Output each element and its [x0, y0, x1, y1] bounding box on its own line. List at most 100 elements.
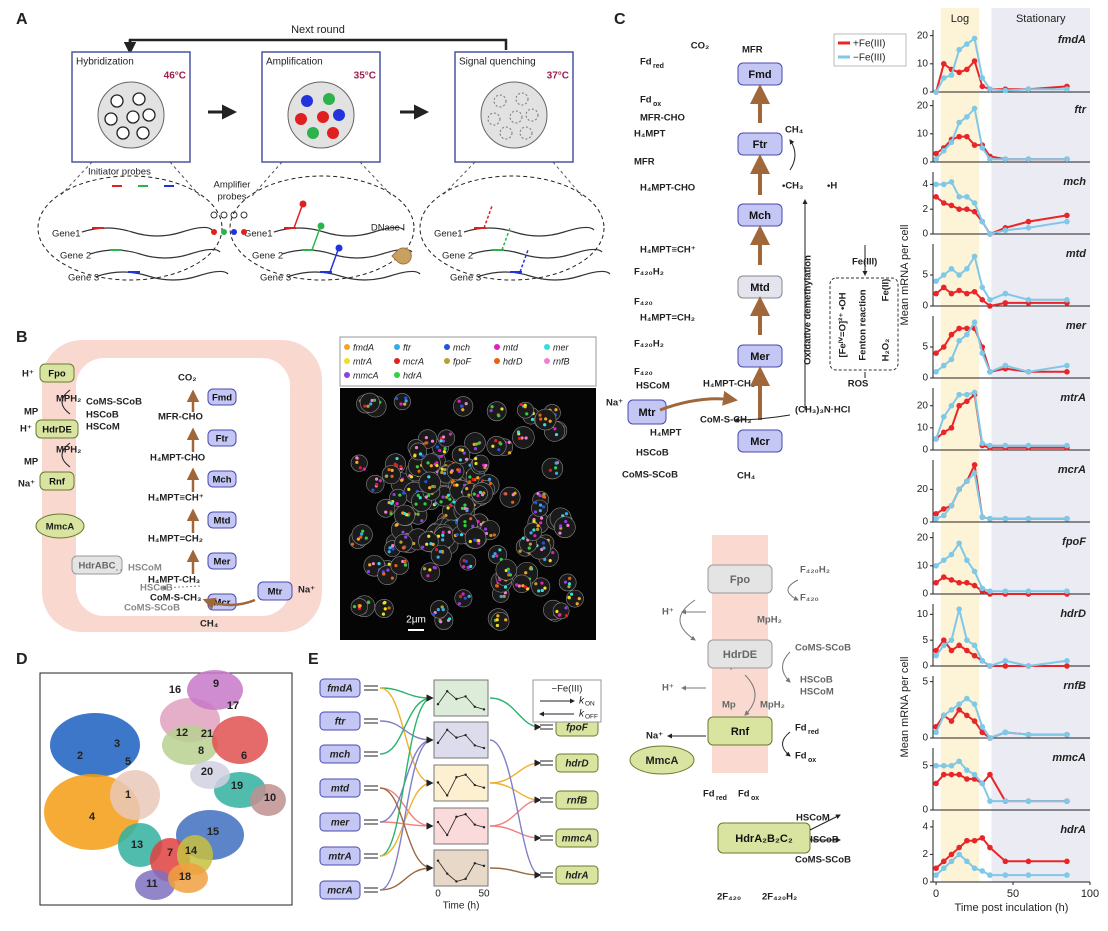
data-point — [987, 231, 993, 237]
transcript-dot — [415, 465, 419, 469]
metabolite-label: H₄MPT≡CH⁺ — [148, 493, 204, 504]
connector — [379, 821, 434, 830]
sample-well — [480, 81, 548, 149]
data-point — [940, 413, 947, 420]
y-tick-label: 0 — [922, 661, 928, 672]
transcript-dot — [567, 595, 571, 600]
metabolite-label: H⁺ — [662, 683, 674, 694]
transcript-dot — [511, 500, 515, 504]
transcript-dot — [517, 584, 521, 588]
transcript-dot — [362, 467, 366, 471]
transcript-dot — [464, 559, 468, 563]
transcript-dot — [398, 493, 402, 497]
data-point — [964, 712, 970, 719]
transcript-dot — [370, 398, 374, 403]
transcript-dot — [507, 451, 512, 455]
y-tick-label: 0 — [922, 229, 928, 240]
data-point — [940, 272, 947, 278]
metabolite-label: H₄MPT-CH₃ — [148, 575, 200, 586]
metabolite-label: H₄MPT=CH₂ — [640, 313, 695, 324]
transcript-dot — [442, 450, 447, 454]
data-point — [979, 585, 986, 592]
transcript-dot — [464, 457, 469, 461]
transcript-dot — [392, 492, 396, 497]
data-point — [964, 837, 970, 844]
transcript-dot — [504, 618, 508, 622]
panel-label: B — [16, 329, 28, 346]
data-point — [956, 642, 962, 649]
data-point — [971, 837, 978, 844]
data-point — [1002, 588, 1009, 594]
metabolite-label: red — [653, 63, 664, 70]
cell — [301, 95, 313, 107]
data-point — [940, 712, 947, 719]
profile-point — [436, 859, 440, 862]
transcript-dot — [402, 511, 407, 516]
transcript-dot — [493, 552, 497, 556]
data-point — [1002, 362, 1009, 369]
cluster-label: 14 — [185, 845, 198, 857]
hairpin — [240, 211, 248, 219]
transcript-dot — [391, 544, 395, 548]
cell — [409, 442, 428, 461]
transcript-dot — [358, 604, 362, 608]
data-point — [948, 331, 955, 338]
data-point — [1025, 442, 1032, 449]
y-axis-label: Mean mRNA per cell — [899, 225, 911, 326]
enzyme-box — [207, 388, 237, 406]
data-point — [933, 278, 939, 285]
profile-point — [473, 705, 476, 708]
transcript-dot — [548, 419, 552, 423]
gene-label: Gene 2 — [442, 251, 473, 262]
metabolite-label: HSCoB — [140, 583, 173, 594]
cell — [104, 112, 118, 126]
connector — [437, 774, 485, 797]
transcript-dot — [568, 576, 572, 580]
cell — [394, 533, 413, 553]
connector — [251, 161, 283, 197]
transcript-dot — [384, 510, 388, 514]
x-tick-label: 0 — [933, 888, 939, 900]
metabolite-label: MFR — [742, 45, 763, 56]
transcript-dot — [502, 594, 506, 598]
transcript-dot — [513, 491, 517, 495]
y-tick-label: 0 — [922, 445, 928, 456]
y-tick-label: 4 — [922, 822, 928, 833]
profile-point — [455, 815, 458, 819]
y-tick-label: 5 — [922, 760, 928, 771]
transcript-dot — [477, 538, 481, 543]
y-tick-label: 0 — [922, 877, 928, 888]
data-point — [956, 402, 962, 409]
data-point — [940, 362, 947, 369]
metabolite-label: H₄MPT — [634, 129, 666, 140]
cell — [486, 435, 507, 457]
transcript-dot — [577, 597, 581, 601]
transcript-dot — [532, 520, 536, 524]
profile-point — [446, 794, 449, 797]
transcript-dot — [553, 427, 557, 431]
transcript-dot — [566, 523, 570, 527]
transcript-dot — [395, 463, 399, 468]
transcript-dot — [400, 478, 404, 482]
transcript-dot — [498, 548, 502, 552]
connector — [81, 226, 213, 237]
metabolite-label: MP — [24, 407, 39, 418]
cell — [110, 94, 124, 108]
data-point — [971, 288, 978, 295]
transcript-dot — [471, 477, 475, 482]
legend-swatch — [344, 372, 350, 378]
enzyme-label: MmcA — [46, 522, 75, 533]
gene-label: mch — [330, 750, 351, 761]
metabolite-label: CH₄ — [785, 125, 804, 136]
y-tick-label: 20 — [917, 484, 929, 495]
transcript-dot — [499, 594, 503, 599]
data-point — [933, 652, 939, 659]
transcript-dot — [558, 524, 563, 528]
connector — [483, 205, 493, 229]
transcript-dot — [448, 497, 452, 501]
x-tick-label: 50 — [1007, 888, 1019, 900]
enzyme-label: Mch — [749, 210, 771, 222]
connector — [289, 270, 421, 281]
data-point — [971, 582, 978, 589]
metabolite-label: MPH₂ — [56, 445, 81, 456]
